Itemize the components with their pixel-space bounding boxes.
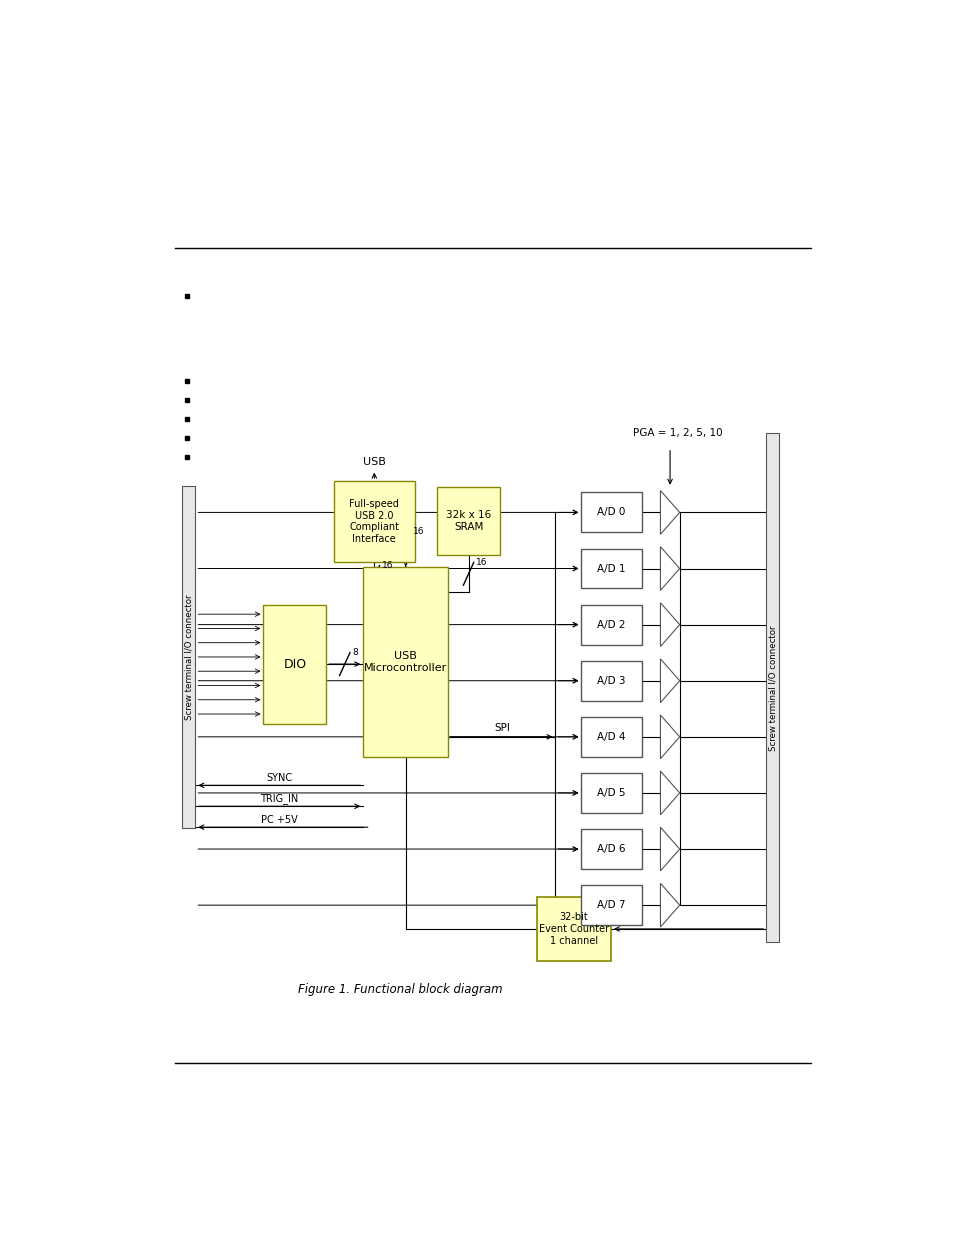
Bar	[182, 485, 195, 829]
Text: Screw terminal I/O connector: Screw terminal I/O connector	[184, 594, 193, 720]
Text: 32-bit
Event Counter
1 channel: 32-bit Event Counter 1 channel	[538, 913, 608, 946]
Text: USB
Microcontroller: USB Microcontroller	[364, 651, 447, 673]
Text: USB: USB	[362, 457, 385, 467]
Bar	[580, 605, 641, 645]
Bar	[537, 897, 610, 961]
Text: A/D 7: A/D 7	[597, 900, 625, 910]
Text: A/D 6: A/D 6	[597, 844, 625, 855]
Text: A/D 2: A/D 2	[597, 620, 625, 630]
Bar	[334, 482, 415, 562]
Text: A/D 0: A/D 0	[597, 508, 625, 517]
Bar	[363, 567, 448, 757]
Text: Screw terminal I/O connector: Screw terminal I/O connector	[767, 625, 777, 751]
Bar	[263, 605, 326, 724]
Bar	[580, 661, 641, 700]
Text: SPI: SPI	[494, 724, 509, 734]
Text: 32k x 16
SRAM: 32k x 16 SRAM	[445, 510, 491, 532]
Text: PC +5V: PC +5V	[261, 815, 297, 825]
Bar	[436, 487, 499, 556]
Text: Full-speed
USB 2.0
Compliant
Interface: Full-speed USB 2.0 Compliant Interface	[349, 499, 399, 543]
Text: 16: 16	[413, 527, 424, 536]
Text: SYNC: SYNC	[266, 773, 292, 783]
Text: DIO: DIO	[283, 657, 306, 671]
Text: PGA = 1, 2, 5, 10: PGA = 1, 2, 5, 10	[632, 429, 721, 438]
Text: 16: 16	[381, 561, 393, 571]
Bar	[765, 433, 779, 942]
Bar	[580, 773, 641, 813]
Text: 8: 8	[352, 648, 357, 657]
Text: A/D 1: A/D 1	[597, 563, 625, 573]
Text: A/D 5: A/D 5	[597, 788, 625, 798]
Text: Figure 1. Functional block diagram: Figure 1. Functional block diagram	[297, 983, 502, 997]
Bar	[580, 548, 641, 589]
Bar	[580, 829, 641, 869]
Text: 16: 16	[476, 558, 487, 567]
Bar	[580, 716, 641, 757]
Bar	[580, 493, 641, 532]
Text: A/D 3: A/D 3	[597, 676, 625, 685]
Text: A/D 4: A/D 4	[597, 732, 625, 742]
Bar	[580, 885, 641, 925]
Text: TRIG_IN: TRIG_IN	[260, 793, 298, 804]
